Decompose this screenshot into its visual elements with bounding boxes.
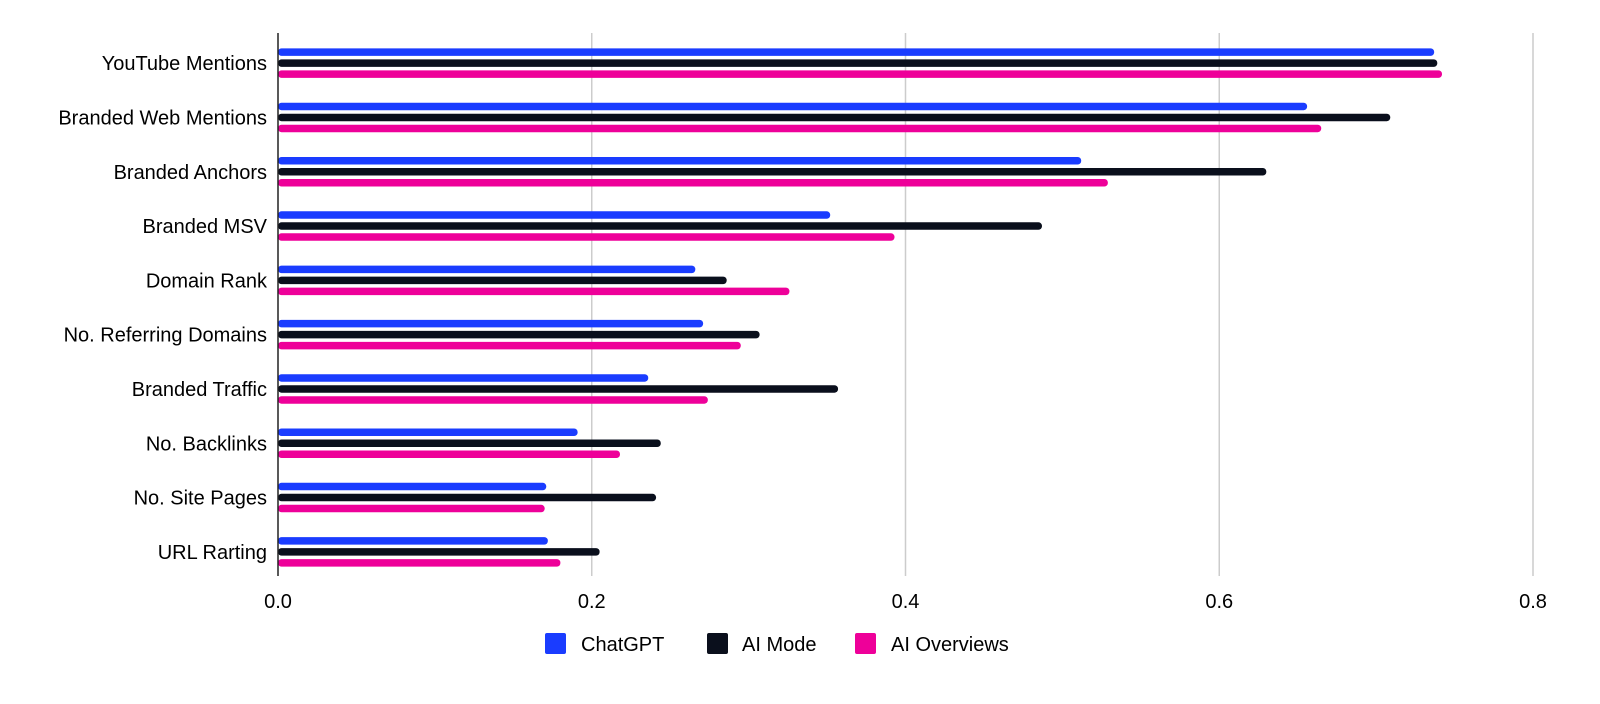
bar-chatgpt — [278, 319, 704, 328]
x-tick-label: 0.4 — [892, 591, 920, 613]
bar-ai-mode — [278, 276, 727, 285]
bar-ai-mode — [278, 330, 760, 339]
bar-ai-mode — [278, 385, 839, 393]
bar-ai-overviews — [278, 341, 741, 350]
bar-chatgpt — [278, 48, 1435, 56]
category-label: Branded MSV — [142, 216, 267, 238]
legend-swatch — [545, 633, 566, 654]
category-label: Branded Web Mentions — [58, 107, 267, 129]
legend-label: ChatGPT — [581, 634, 664, 656]
bar-ai-mode — [278, 113, 1391, 122]
bar-chatgpt — [278, 428, 578, 436]
category-label: Branded Traffic — [132, 379, 267, 401]
x-tick-label: 0.2 — [578, 591, 606, 613]
bar-ai-mode — [278, 439, 661, 447]
category-label: No. Backlinks — [146, 433, 267, 455]
bar-ai-overviews — [278, 504, 545, 513]
category-label: Branded Anchors — [114, 162, 267, 184]
bar-ai-mode — [278, 493, 657, 502]
x-tick-labels: 0.0 0.2 0.4 0.6 0.8 — [264, 591, 1547, 613]
bars — [278, 48, 1443, 567]
category-label: Domain Rank — [146, 270, 268, 292]
bar-ai-overviews — [278, 233, 895, 241]
category-label: No. Site Pages — [134, 488, 267, 510]
bar-ai-overviews — [278, 124, 1322, 133]
legend-label: AI Overviews — [891, 634, 1009, 656]
bar-ai-mode — [278, 222, 1042, 230]
category-label: URL Rarting — [158, 542, 267, 564]
x-tick-label: 0.8 — [1519, 591, 1547, 613]
legend: ChatGPT AI Mode AI Overviews — [545, 633, 1009, 656]
bar-ai-mode — [278, 59, 1438, 67]
bar-ai-mode — [278, 548, 600, 556]
bar-ai-overviews — [278, 559, 561, 567]
category-label: No. Referring Domains — [64, 325, 267, 347]
legend-swatch — [855, 633, 876, 654]
bar-ai-overviews — [278, 396, 708, 404]
bar-chatgpt — [278, 537, 548, 545]
bar-chatgpt — [278, 374, 649, 382]
bar-ai-overviews — [278, 450, 620, 458]
bar-chatgpt — [278, 211, 831, 219]
x-tick-label: 0.6 — [1205, 591, 1233, 613]
category-label: YouTube Mentions — [102, 53, 267, 75]
bar-ai-mode — [278, 168, 1267, 176]
category-labels: YouTube Mentions Branded Web Mentions Bran… — [58, 53, 268, 564]
bar-chatgpt — [278, 102, 1308, 111]
x-tick-label: 0.0 — [264, 591, 292, 613]
bar-chatgpt — [278, 265, 696, 274]
bar-chatgpt — [278, 482, 547, 491]
bar-ai-overviews — [278, 70, 1443, 78]
bar-ai-overviews — [278, 179, 1108, 187]
legend-label: AI Mode — [742, 634, 816, 656]
legend-swatch — [707, 633, 728, 654]
bar-ai-overviews — [278, 287, 790, 296]
gridlines — [591, 33, 1534, 576]
bar-chatgpt — [278, 157, 1082, 165]
